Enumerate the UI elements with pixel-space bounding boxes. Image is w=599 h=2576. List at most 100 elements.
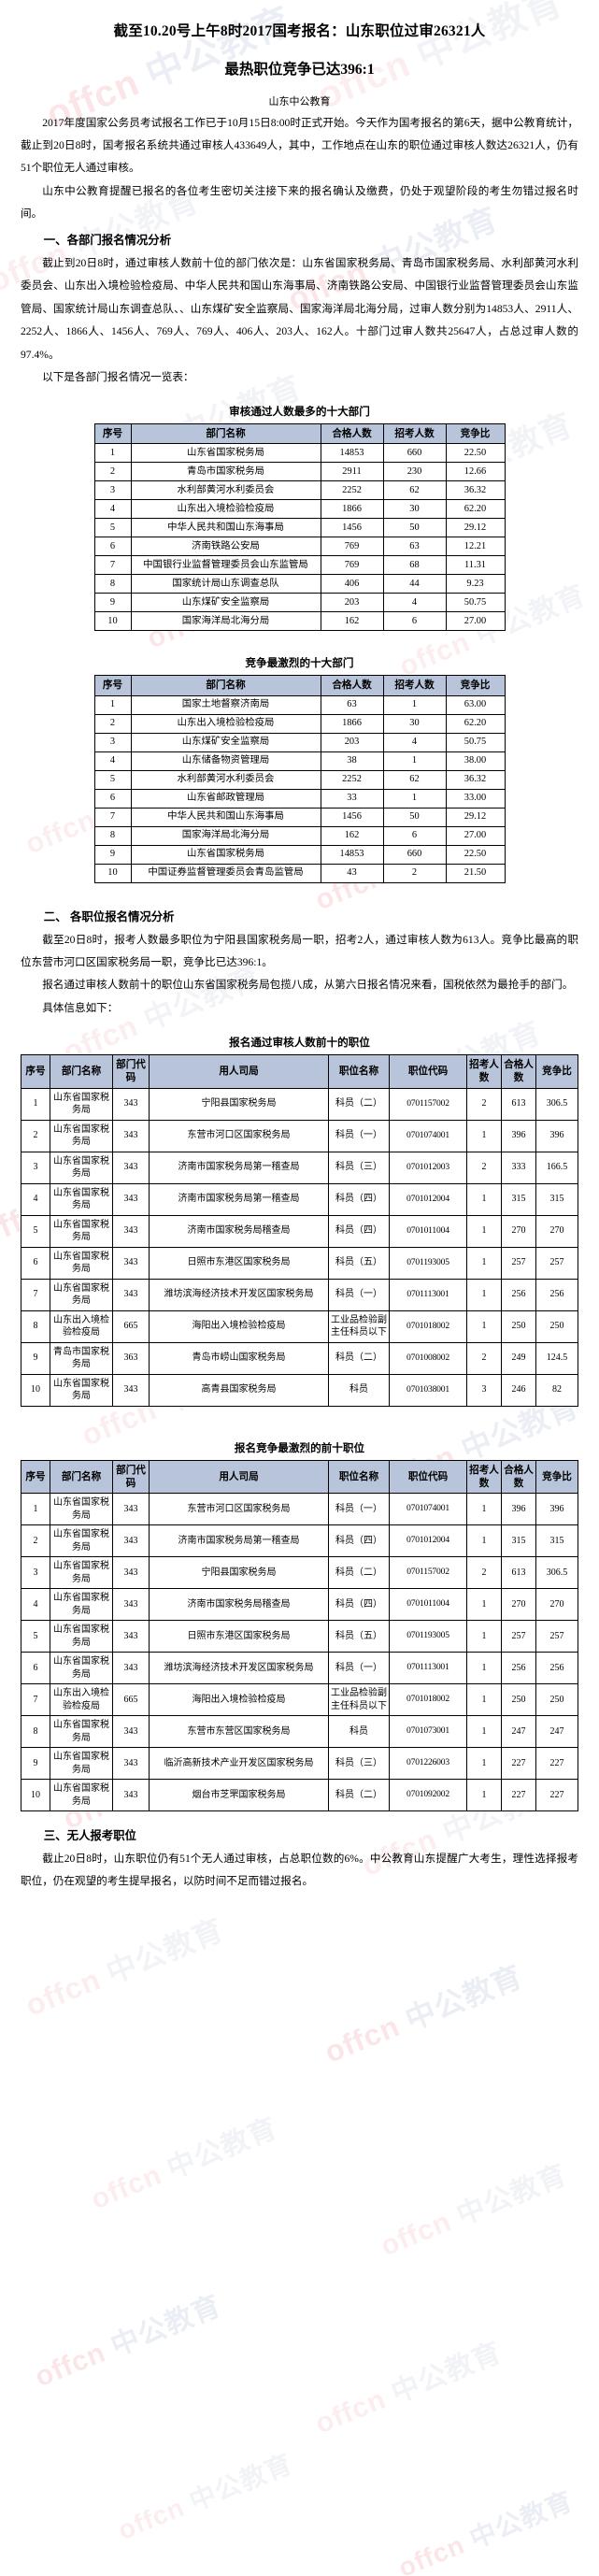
table-cell: 山东省国家税务局 xyxy=(50,1246,113,1280)
table-row: 5 山东省国家税务局 343 济南市国家税务局稽查局 科员（四） 0701011004 1 2… xyxy=(21,1214,578,1248)
table-cell: 高青县国家税务局 xyxy=(149,1373,329,1407)
table-row: 8 山东出入境检验检疫局 665 海阳出入境检验检疫局 工业品检验副主任科员以下 0701… xyxy=(21,1309,578,1343)
table-cell: 青岛市国家税务局 xyxy=(130,462,321,482)
column-header: 招考人数 xyxy=(382,423,447,445)
table-cell: 1 xyxy=(466,1309,502,1343)
table-cell: 济南市国家税务局第一稽查局 xyxy=(149,1151,329,1184)
table-cell: 东营市河口区国家税务局 xyxy=(149,1119,329,1152)
table-cell: 国家统计局山东调查总队 xyxy=(130,574,321,594)
table-cell: 343 xyxy=(112,1620,150,1653)
table-cell: 科员（一） xyxy=(328,1652,390,1685)
table-cell: 2 xyxy=(466,1556,502,1590)
table-cell: 0701113001 xyxy=(389,1278,467,1311)
table-row: 4 山东储备物资管理局 38 1 38.00 xyxy=(93,751,506,771)
table-cell: 国家海洋局北海分局 xyxy=(130,611,321,632)
table-cell: 1 xyxy=(21,1493,50,1526)
table-cell: 10 xyxy=(93,611,132,632)
table-cell: 0701073001 xyxy=(389,1715,467,1749)
table-cell: 0701012004 xyxy=(389,1524,467,1558)
table-cell: 12.21 xyxy=(445,537,506,557)
table-cell: 中国银行业监督管理委员会山东监管局 xyxy=(130,555,321,576)
table-cell: 30 xyxy=(382,713,447,734)
table-cell: 343 xyxy=(112,1588,150,1622)
table-3-caption: 报名通过审核人数前十的职位 xyxy=(229,1036,370,1049)
table-cell: 1 xyxy=(382,788,447,809)
table-cell: 250 xyxy=(501,1309,536,1343)
table-cell: 44 xyxy=(382,574,447,594)
table-cell: 2 xyxy=(466,1341,502,1375)
table-cell: 250 xyxy=(501,1683,536,1717)
table-cell: 396 xyxy=(535,1119,578,1152)
table-cell: 50.75 xyxy=(445,732,506,752)
table-cell: 227 xyxy=(501,1747,536,1781)
table-cell: 9 xyxy=(21,1341,50,1375)
table-cell: 济南市国家税务局稽查局 xyxy=(149,1214,329,1248)
table-cell: 36.32 xyxy=(445,769,506,790)
table-row: 9 青岛市国家税务局 363 青岛市崂山国家税务局 科员（二） 0701008002 2 24… xyxy=(21,1341,578,1375)
table-cell: 5 xyxy=(93,769,132,790)
table-cell: 315 xyxy=(501,1524,536,1558)
table-row: 6 济南铁路公安局 769 63 12.21 xyxy=(93,537,506,557)
table-cell: 6 xyxy=(93,788,132,809)
table-cell: 科员（二） xyxy=(328,1556,390,1590)
table-cell: 0701012004 xyxy=(389,1182,467,1216)
table-cell: 343 xyxy=(112,1182,150,1216)
table-cell: 8 xyxy=(21,1715,50,1749)
table-cell: 1 xyxy=(466,1620,502,1653)
intro-paragraph-2: 山东中公教育提醒已报名的各位考生密切关注接下来的报名确认及缴费，仍处于观望阶段的… xyxy=(21,184,578,220)
table-cell: 山东省国家税务局 xyxy=(130,443,321,464)
column-header: 职位代码 xyxy=(389,1053,467,1089)
table-cell: 343 xyxy=(112,1493,150,1526)
table-cell: 12.66 xyxy=(445,462,506,482)
table-cell: 3 xyxy=(21,1151,50,1184)
table-cell: 山东出入境检验检疫局 xyxy=(130,713,321,734)
table-cell: 270 xyxy=(501,1588,536,1622)
table-cell: 宁阳县国家税务局 xyxy=(149,1087,329,1121)
column-header: 用人司局 xyxy=(149,1053,329,1089)
table-cell: 山东省国家税务局 xyxy=(50,1715,113,1749)
table-cell: 山东省国家税务局 xyxy=(50,1493,113,1526)
table-header-row: 序号 部门名称 合格人数 招考人数 竞争比 xyxy=(93,423,506,445)
table-cell: 山东出入境检验检疫局 xyxy=(50,1683,113,1717)
table-cell: 8 xyxy=(93,825,132,846)
table-cell: 1 xyxy=(466,1588,502,1622)
table-cell: 665 xyxy=(112,1309,150,1343)
table-cell: 1866 xyxy=(320,499,384,520)
table-cell: 270 xyxy=(535,1588,578,1622)
table-cell: 工业品检验副主任科员以下 xyxy=(328,1683,390,1717)
table-cell: 21.50 xyxy=(445,863,506,883)
table-cell: 山东省国家税务局 xyxy=(50,1652,113,1685)
section-3-paragraph: 截止20日8时，山东职位仍有51个无人通过审核，占总职位数的6%。中公教育山东提… xyxy=(21,1852,578,1888)
table-cell: 1 xyxy=(382,751,447,771)
table-cell: 6 xyxy=(93,537,132,557)
table-cell: 250 xyxy=(535,1309,578,1343)
table-cell: 山东出入境检验检疫局 xyxy=(50,1309,113,1343)
column-header: 合格人数 xyxy=(501,1459,536,1495)
table-cell: 343 xyxy=(112,1246,150,1280)
intro-paragraph-1: 2017年度国家公务员考试报名工作已于10月15日8:00时正式开始。今天作为国… xyxy=(21,116,578,175)
table-cell: 科员（五） xyxy=(328,1246,390,1280)
table-cell: 62 xyxy=(382,769,447,790)
table-cell: 257 xyxy=(535,1246,578,1280)
table-cell: 0701012003 xyxy=(389,1151,467,1184)
table-cell: 水利部黄河水利委员会 xyxy=(130,769,321,790)
table-cell: 3 xyxy=(93,480,132,501)
table-cell: 257 xyxy=(501,1246,536,1280)
column-header: 部门名称 xyxy=(130,423,321,445)
table-cell: 2 xyxy=(466,1087,502,1121)
column-header: 竞争比 xyxy=(535,1053,578,1089)
table-cell: 363 xyxy=(112,1341,150,1375)
table-top-approved-departments: 序号 部门名称 合格人数 招考人数 竞争比 1 山东省国家税务局 14853 660 22.50… xyxy=(93,423,506,632)
table-cell: 14853 xyxy=(320,443,384,464)
table-cell: 科员（五） xyxy=(328,1620,390,1653)
table-cell: 343 xyxy=(112,1715,150,1749)
table-cell: 日照市东港区国家税务局 xyxy=(149,1620,329,1653)
table-header-row: 序号 部门名称 部门代码 用人司局 职位名称 职位代码 招考人数 合格人数 竞争比 xyxy=(21,1459,578,1495)
table-cell: 国家土地督察济南局 xyxy=(130,694,321,715)
table-cell: 203 xyxy=(320,732,384,752)
table-row: 4 山东省国家税务局 343 济南市国家税务局稽查局 科员（四） 0701011004 1 2… xyxy=(21,1588,578,1622)
table-cell: 1 xyxy=(466,1278,502,1311)
table-cell: 5 xyxy=(21,1214,50,1248)
table-cell: 7 xyxy=(93,555,132,576)
table-cell: 1 xyxy=(466,1119,502,1152)
